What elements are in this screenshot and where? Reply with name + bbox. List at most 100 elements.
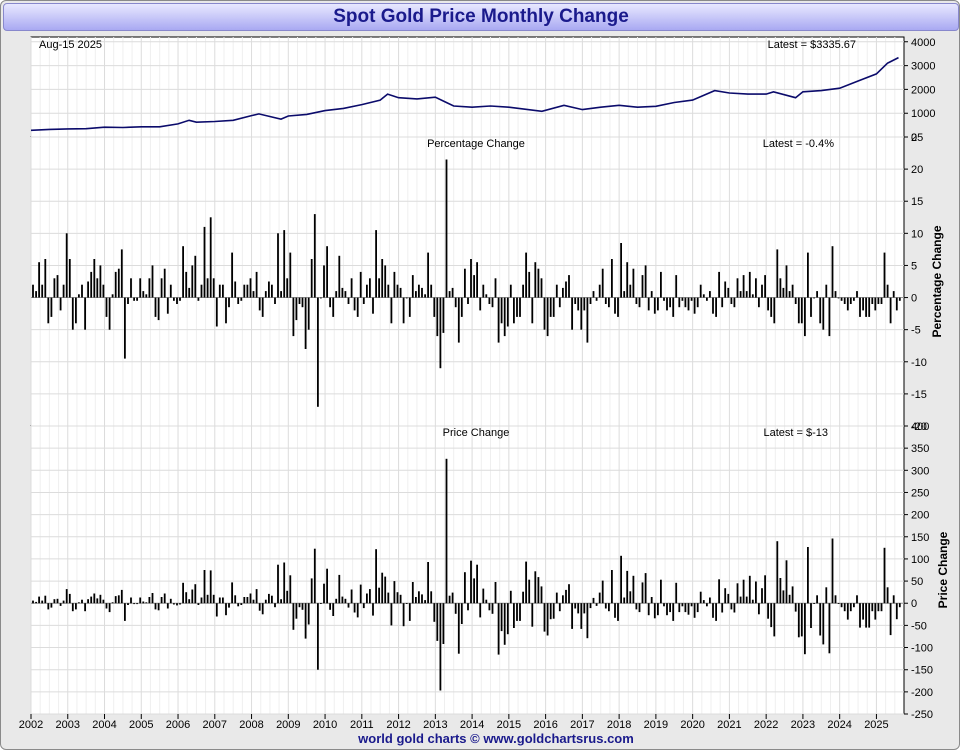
bar xyxy=(470,560,472,604)
bar xyxy=(797,603,800,638)
bar xyxy=(206,278,209,298)
bar xyxy=(834,595,837,604)
bar xyxy=(571,603,573,629)
y-tick-label: 300 xyxy=(911,465,929,477)
y-tick-label: 3000 xyxy=(911,61,935,73)
bar xyxy=(53,599,56,604)
bar xyxy=(212,594,215,604)
bar xyxy=(608,603,610,612)
x-tick-label: 2017 xyxy=(570,719,594,731)
bar xyxy=(712,297,714,314)
bar xyxy=(895,297,898,311)
bar xyxy=(295,297,298,321)
x-tick-label: 2016 xyxy=(533,719,557,731)
bar xyxy=(32,284,34,298)
x-tick-label: 2024 xyxy=(827,719,851,731)
bar xyxy=(788,594,791,604)
bar xyxy=(117,268,120,298)
bar xyxy=(898,297,901,301)
bar xyxy=(669,297,671,308)
bar xyxy=(264,599,267,604)
bar xyxy=(797,297,800,324)
bar xyxy=(770,603,773,628)
bar xyxy=(540,278,543,298)
bar xyxy=(883,252,886,298)
bar xyxy=(148,278,151,298)
bar xyxy=(185,592,188,604)
bar xyxy=(384,265,387,298)
bar xyxy=(828,297,831,337)
bar xyxy=(289,575,292,604)
bar xyxy=(286,590,289,604)
bar xyxy=(467,603,469,611)
bar xyxy=(485,294,488,298)
bar xyxy=(271,595,273,604)
bar xyxy=(47,603,50,610)
bar xyxy=(335,598,338,604)
bar xyxy=(623,291,626,298)
bar xyxy=(222,597,224,604)
bar xyxy=(460,603,463,624)
bar xyxy=(822,603,825,645)
bar xyxy=(617,297,619,317)
bar xyxy=(252,291,255,298)
bar xyxy=(794,297,797,304)
bar xyxy=(127,297,129,304)
bar xyxy=(436,603,439,641)
bar xyxy=(577,603,580,614)
bar xyxy=(234,595,237,604)
bar xyxy=(853,297,855,301)
bar xyxy=(895,603,898,620)
bar xyxy=(531,297,534,324)
bar xyxy=(268,593,270,604)
bar xyxy=(846,297,849,311)
bar xyxy=(454,603,457,614)
bar xyxy=(35,291,37,298)
bar xyxy=(84,603,86,612)
y-tick-label: 150 xyxy=(911,532,929,544)
bar xyxy=(427,252,429,298)
bar xyxy=(727,287,730,298)
y-tick-label: 4000 xyxy=(911,37,935,49)
bar xyxy=(804,603,806,655)
bar xyxy=(243,284,246,298)
bar xyxy=(212,278,215,298)
bar xyxy=(476,262,478,298)
bar xyxy=(415,597,417,604)
bar xyxy=(684,603,687,613)
bar xyxy=(856,595,858,604)
bar xyxy=(246,284,249,298)
bar xyxy=(209,217,212,298)
bar xyxy=(344,291,347,298)
bar xyxy=(519,297,521,317)
x-tick-label: 2021 xyxy=(717,719,741,731)
bar xyxy=(892,291,895,298)
bar xyxy=(384,576,387,604)
bar xyxy=(160,597,163,604)
bar xyxy=(503,297,506,337)
bar xyxy=(730,603,733,610)
bar xyxy=(874,603,877,620)
bar xyxy=(657,603,659,616)
bar xyxy=(562,287,564,298)
bar xyxy=(231,252,233,298)
bar xyxy=(393,581,396,604)
bar xyxy=(666,297,668,311)
bar xyxy=(421,287,423,298)
bar xyxy=(742,579,745,604)
bar xyxy=(307,297,310,330)
bar xyxy=(108,603,111,613)
x-tick-label: 2018 xyxy=(607,719,631,731)
y-tick-label: 400 xyxy=(911,421,929,433)
bar xyxy=(166,297,169,314)
bar xyxy=(580,603,583,629)
bar xyxy=(38,262,40,298)
y-tick-label: -10 xyxy=(911,357,927,369)
bar xyxy=(59,603,62,606)
bar xyxy=(237,297,240,304)
bar xyxy=(733,603,736,613)
bar xyxy=(558,297,561,308)
bar xyxy=(359,584,362,604)
bar xyxy=(696,297,699,308)
bar xyxy=(623,597,626,604)
